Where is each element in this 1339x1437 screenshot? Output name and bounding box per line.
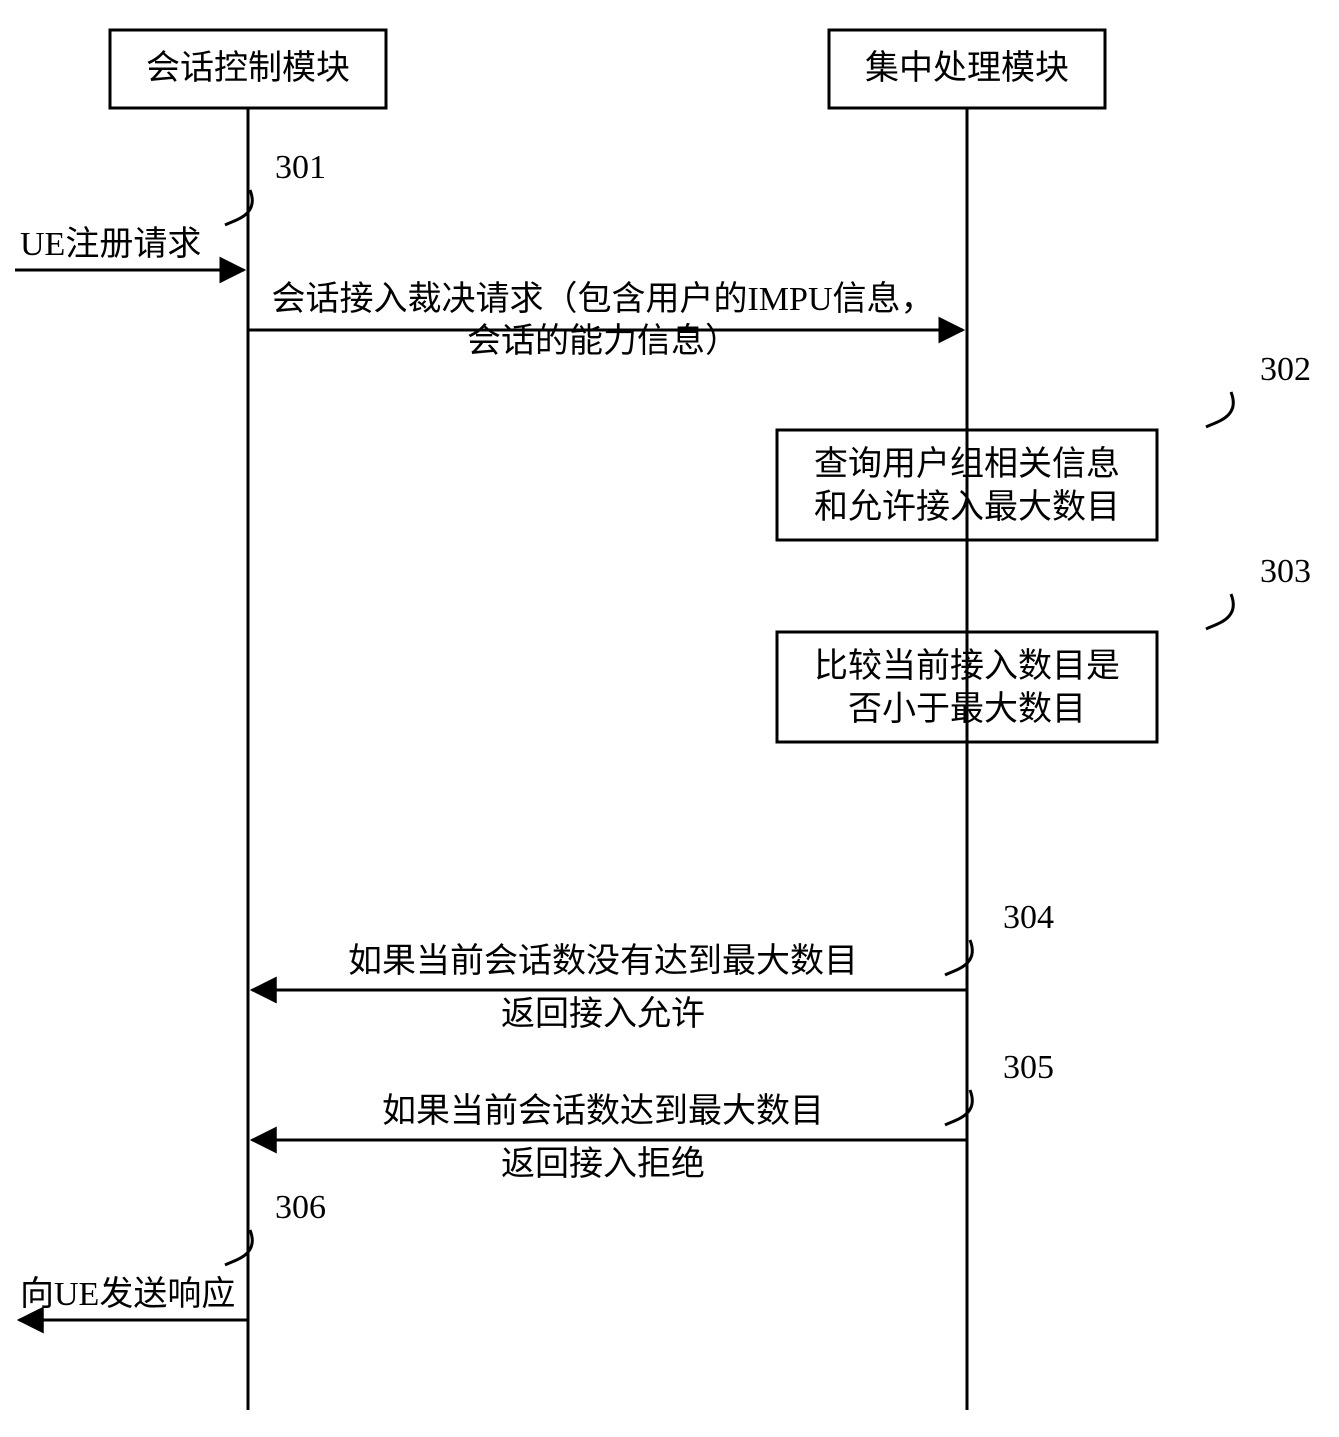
step-305-message-line2: 返回接入拒绝 — [501, 1145, 705, 1183]
step-304-message-line1: 如果当前会话数没有达到最大数目 — [348, 942, 858, 980]
step-301-incoming-label: UE注册请求 — [20, 225, 201, 263]
step-302-box-line2: 和允许接入最大数目 — [814, 488, 1120, 526]
step-302-tick — [1206, 392, 1233, 427]
step-303-box-line1: 比较当前接入数目是 — [814, 647, 1120, 685]
step-304-num: 304 — [1003, 899, 1054, 936]
step-306-num: 306 — [275, 1189, 326, 1226]
step-306-outgoing-label: 向UE发送响应 — [20, 1275, 235, 1313]
step-305-message-line1: 如果当前会话数达到最大数目 — [382, 1092, 824, 1130]
step-302-box-line1: 查询用户组相关信息 — [814, 445, 1120, 483]
step-302-num: 302 — [1260, 351, 1311, 388]
step-305-num: 305 — [1003, 1049, 1054, 1086]
step-303-box-line2: 否小于最大数目 — [848, 690, 1086, 728]
step-301-message-line1: 会话接入裁决请求（包含用户的IMPU信息， — [271, 280, 934, 318]
step-301-num: 301 — [275, 149, 326, 186]
step-303-num: 303 — [1260, 553, 1311, 590]
participant-label-right: 集中处理模块 — [865, 49, 1069, 87]
participant-label-left: 会话控制模块 — [146, 49, 350, 87]
step-304-message-line2: 返回接入允许 — [501, 995, 705, 1033]
step-301-message-line2: 会话的能力信息） — [467, 322, 739, 360]
step-303-tick — [1206, 594, 1233, 629]
